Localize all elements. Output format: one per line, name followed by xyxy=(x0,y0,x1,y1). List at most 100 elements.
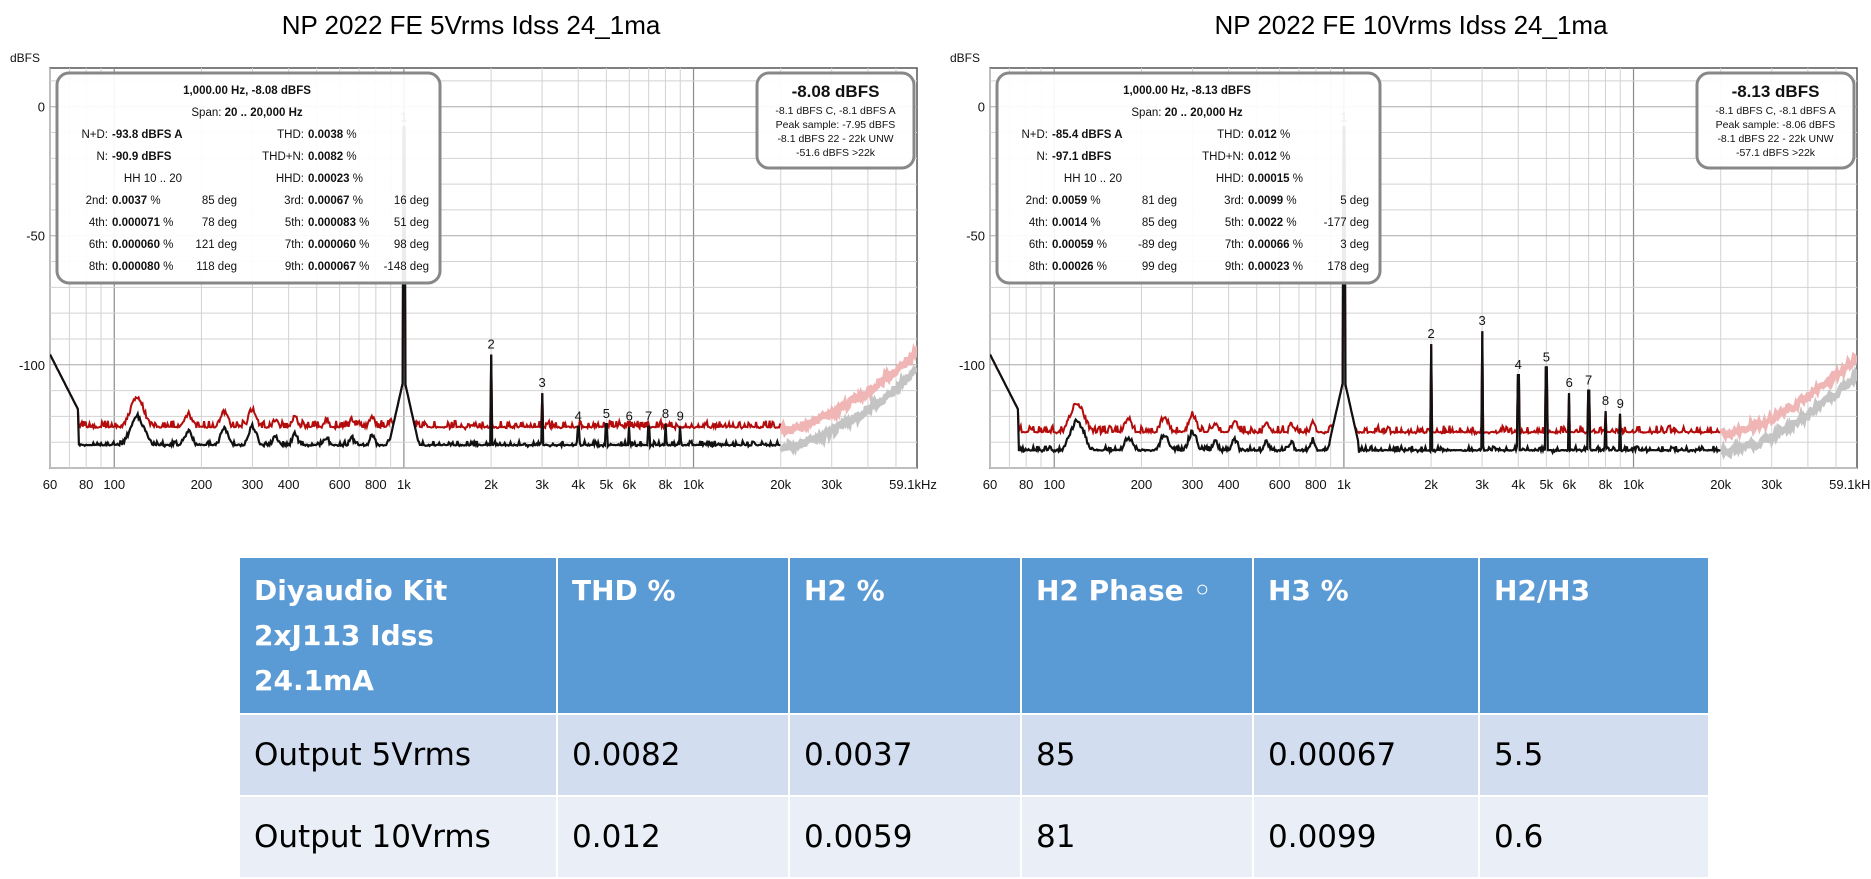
info-value-unit: % xyxy=(160,217,173,229)
x-tick-label: 80 xyxy=(79,477,93,492)
y-tick-label: -50 xyxy=(966,229,985,244)
info-value: 0.000060 % xyxy=(308,239,369,251)
cell-h2-phase: 81 xyxy=(1020,795,1254,879)
info-box: 1,000.00 Hz, -8.13 dBFS Span: 20 .. 20,00… xyxy=(995,71,1382,285)
cell-thd: 0.0082 xyxy=(556,713,790,797)
x-tick-label: 5k xyxy=(599,477,613,492)
x-tick-label: 4k xyxy=(1511,477,1525,492)
cell-h3: 0.0099 xyxy=(1252,795,1480,879)
x-tick-label: 60 xyxy=(43,477,57,492)
info-value: 0.000067 % xyxy=(308,261,369,273)
info-value-number: 0.000060 xyxy=(112,239,160,251)
x-tick-label: 30k xyxy=(821,477,842,492)
info-value-unit: % xyxy=(356,239,369,251)
table-row: Output 10Vrms 0.012 0.0059 81 0.0099 0.6 xyxy=(238,795,1710,879)
info-value-unit: % xyxy=(350,173,363,185)
harmonic-label: 3 xyxy=(538,375,545,390)
info-span-value: 20 .. 20,000 Hz xyxy=(225,107,303,119)
cell-thd: 0.012 xyxy=(556,795,790,879)
info-value: 0.000083 % xyxy=(308,217,369,229)
info-value-unit: % xyxy=(160,239,173,251)
info-phase: 3 deg xyxy=(1340,239,1369,251)
info-value-number: 0.0082 xyxy=(308,151,343,163)
info-value-number: 0.00023 xyxy=(308,173,350,185)
info-value-unit: % xyxy=(350,195,363,207)
harmonic-label: 8 xyxy=(662,406,669,421)
info-phase: 16 deg xyxy=(394,195,429,207)
info-value: 0.0082 % xyxy=(308,151,357,163)
chart-title-left: NP 2022 FE 5Vrms Idss 24_1ma xyxy=(281,10,661,40)
info-value-unit: % xyxy=(1087,195,1100,207)
x-tick-label: 10k xyxy=(1623,477,1644,492)
info-value-unit: % xyxy=(1277,151,1290,163)
info-value: -85.4 dBFS A xyxy=(1052,129,1123,141)
spectrum-chart-right: dBFS 0 -50 -100 60 80 100 200 300 400 600 800 1k 2k 3k… xyxy=(950,51,1871,492)
series-black xyxy=(990,126,1721,456)
x-tick-label: 6k xyxy=(1562,477,1576,492)
info-phase: -148 deg xyxy=(384,261,429,273)
info-value-number: 0.0038 xyxy=(308,129,344,141)
info-value: 0.00023 % xyxy=(308,173,363,185)
info-value-unit: % xyxy=(1290,173,1303,185)
info-value-number: 0.012 xyxy=(1248,129,1277,141)
series-black xyxy=(50,126,781,451)
harmonic-label: 9 xyxy=(677,409,684,424)
x-tick-label: 4k xyxy=(571,477,585,492)
series-black-hf xyxy=(1719,365,1857,461)
series-group xyxy=(990,126,1857,461)
series-black-hf xyxy=(779,365,917,456)
info-value-unit: % xyxy=(160,261,173,273)
info-header: 1,000.00 Hz, -8.08 dBFS xyxy=(183,85,311,97)
header-thd: THD % xyxy=(556,556,790,715)
info-label: 4th: xyxy=(1029,217,1048,229)
cell-h2-h3: 5.5 xyxy=(1478,713,1710,797)
x-tick-label: 59.1kHz xyxy=(1829,477,1871,492)
info-span: Span: 20 .. 20,000 Hz xyxy=(191,107,302,119)
info-value-number: HH 10 .. 20 xyxy=(1064,173,1122,185)
info-label: 8th: xyxy=(1029,261,1048,273)
info-label: 9th: xyxy=(1225,261,1244,273)
info-value-unit: % xyxy=(343,151,356,163)
x-tick-label: 80 xyxy=(1019,477,1033,492)
info-span-label: Span: xyxy=(1131,107,1164,119)
x-tick-label: 600 xyxy=(1269,477,1291,492)
info-phase: 178 deg xyxy=(1327,261,1369,273)
info-value-unit: % xyxy=(1283,217,1296,229)
table-row: Output 5Vrms 0.0082 0.0037 85 0.00067 5.… xyxy=(238,713,1710,797)
info-value-number: 0.012 xyxy=(1248,151,1277,163)
x-tick-label: 5k xyxy=(1539,477,1553,492)
x-tick-label: 8k xyxy=(1599,477,1613,492)
row-label: Output 5Vrms xyxy=(238,713,558,797)
info-value-unit: % xyxy=(1290,239,1303,251)
info-value: HH 10 .. 20 xyxy=(124,173,182,185)
info-label: 7th: xyxy=(1225,239,1244,251)
info-box-frame xyxy=(55,71,442,285)
series-group xyxy=(50,126,917,456)
x-tick-label: 30k xyxy=(1761,477,1782,492)
x-tick-label: 20k xyxy=(1710,477,1731,492)
x-tick-label: 300 xyxy=(1182,477,1204,492)
info-value-unit: % xyxy=(1094,239,1107,251)
info-label: 7th: xyxy=(285,239,304,251)
x-tick-label: 60 xyxy=(983,477,997,492)
info-value-number: 0.000067 xyxy=(308,261,356,273)
info-value-number: -93.8 dBFS A xyxy=(112,129,183,141)
info-label: 6th: xyxy=(1029,239,1048,251)
info-value: -93.8 dBFS A xyxy=(112,129,183,141)
info-phase: 118 deg xyxy=(196,261,237,273)
harmonic-label: 2 xyxy=(487,336,494,351)
series-red xyxy=(50,126,782,432)
info-value: 0.00023 % xyxy=(1248,261,1303,273)
info-label: 5th: xyxy=(285,217,304,229)
x-tick-label: 600 xyxy=(329,477,351,492)
info-phase: 98 deg xyxy=(394,239,429,251)
info-value-number: 0.00026 xyxy=(1052,261,1094,273)
info-value: 0.0014 % xyxy=(1052,217,1101,229)
info-label: THD+N: xyxy=(1202,151,1244,163)
level-main: -8.13 dBFS xyxy=(1732,82,1820,101)
harmonic-label: 5 xyxy=(603,406,610,421)
x-tick-label: 100 xyxy=(1043,477,1065,492)
info-value: 0.0059 % xyxy=(1052,195,1101,207)
info-label: 9th: xyxy=(285,261,304,273)
x-tick-label: 6k xyxy=(622,477,636,492)
